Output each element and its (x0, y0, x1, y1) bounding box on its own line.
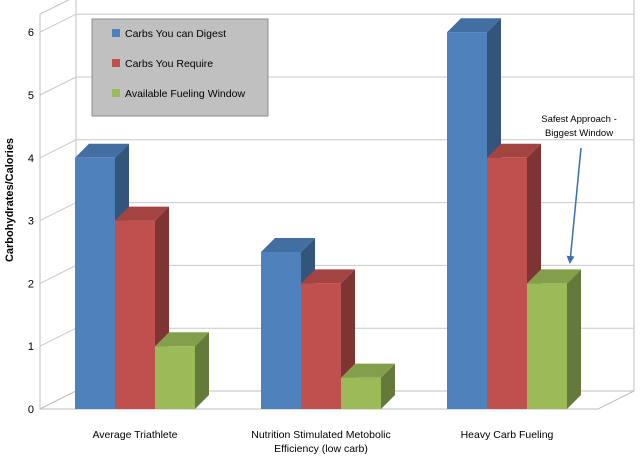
legend-swatch (112, 29, 120, 37)
x-tick-label: Average Triathlete (92, 429, 177, 441)
annotation: Safest Approach - Biggest Window (541, 114, 617, 264)
side-wall (39, 0, 77, 410)
legend-swatch (112, 89, 120, 97)
y-tick-label: 2 (28, 278, 34, 290)
x-tick-labels: Average Triathlete Nutrition Stimulated M… (92, 429, 553, 455)
x-tick-label: Heavy Carb Fueling (461, 429, 554, 441)
legend: Carbs You can Digest Carbs You Require Ava… (91, 18, 269, 117)
y-tick-label: 4 (28, 153, 34, 165)
bar-window-average-triathlete (155, 332, 209, 409)
annotation-text: Biggest Window (545, 128, 613, 139)
bar-require-nutrition-stimulated-met (301, 269, 355, 409)
x-tick-label: Nutrition Stimulated Metobolic (251, 429, 390, 441)
legend-entry: Carbs You can Digest (125, 28, 226, 40)
legend-swatch (112, 59, 120, 67)
annotation-arrow (566, 147, 582, 264)
legend-box (91, 18, 269, 117)
y-tick-label: 1 (28, 341, 34, 353)
bar-digest-heavy-carb-fueling (447, 18, 501, 409)
x-tick-label: Efficiency (low carb) (274, 443, 368, 455)
annotation-text: Safest Approach - (541, 114, 617, 125)
y-tick-label: 0 (28, 404, 34, 416)
legend-entry: Available Fueling Window (125, 88, 245, 100)
legend-entry: Carbs You Require (125, 58, 213, 70)
y-axis-label: Carbohydrates/Calories (4, 138, 16, 262)
y-tick-label: 3 (28, 216, 34, 228)
bars (75, 18, 581, 410)
y-tick-label: 6 (28, 27, 34, 39)
y-tick-label: 5 (28, 90, 34, 102)
y-tick-labels: 0 1 2 3 4 5 6 (28, 27, 34, 416)
bar-window-heavy-carb-fueling (527, 269, 581, 409)
gridline-6 (39, 13, 634, 33)
bar-window-nutrition-stimulated-met (341, 363, 395, 409)
